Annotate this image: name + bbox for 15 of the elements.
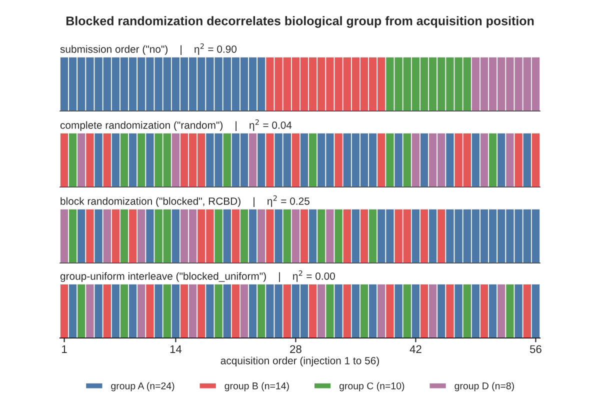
legend-label: group C (n=10) xyxy=(339,382,404,392)
chart-subtitle: group-uniform interleave ("blocked_uniform") | η$^{2}$ = 0.00 xyxy=(60,270,335,282)
legend-label: group B (n=14) xyxy=(224,382,289,392)
legend-label: group A (n=24) xyxy=(111,382,174,392)
x-tick-label: 28 xyxy=(290,345,302,354)
x-tick-label: 1 xyxy=(62,345,67,353)
legend-label: group D (n=8) xyxy=(454,382,514,392)
x-tick-label: 56 xyxy=(530,345,542,354)
x-tick-label: 14 xyxy=(170,345,182,353)
chart-subtitle: complete randomization ("random") | η$^{2}$ = 0.04 xyxy=(60,119,292,131)
chart-title: Blocked randomization decorrelates biological group from acquisition position xyxy=(66,16,534,28)
x-tick-label: 42 xyxy=(410,345,422,353)
chart-subtitle: submission order ("no") | η$^{2}$ = 0.90 xyxy=(60,43,237,55)
x-axis-title: acquisition order (injection 1 to 56) xyxy=(220,356,379,366)
chart-subtitle: block randomization ("blocked", RCBD) | η$^{2}$ = 0.25 xyxy=(60,195,310,207)
